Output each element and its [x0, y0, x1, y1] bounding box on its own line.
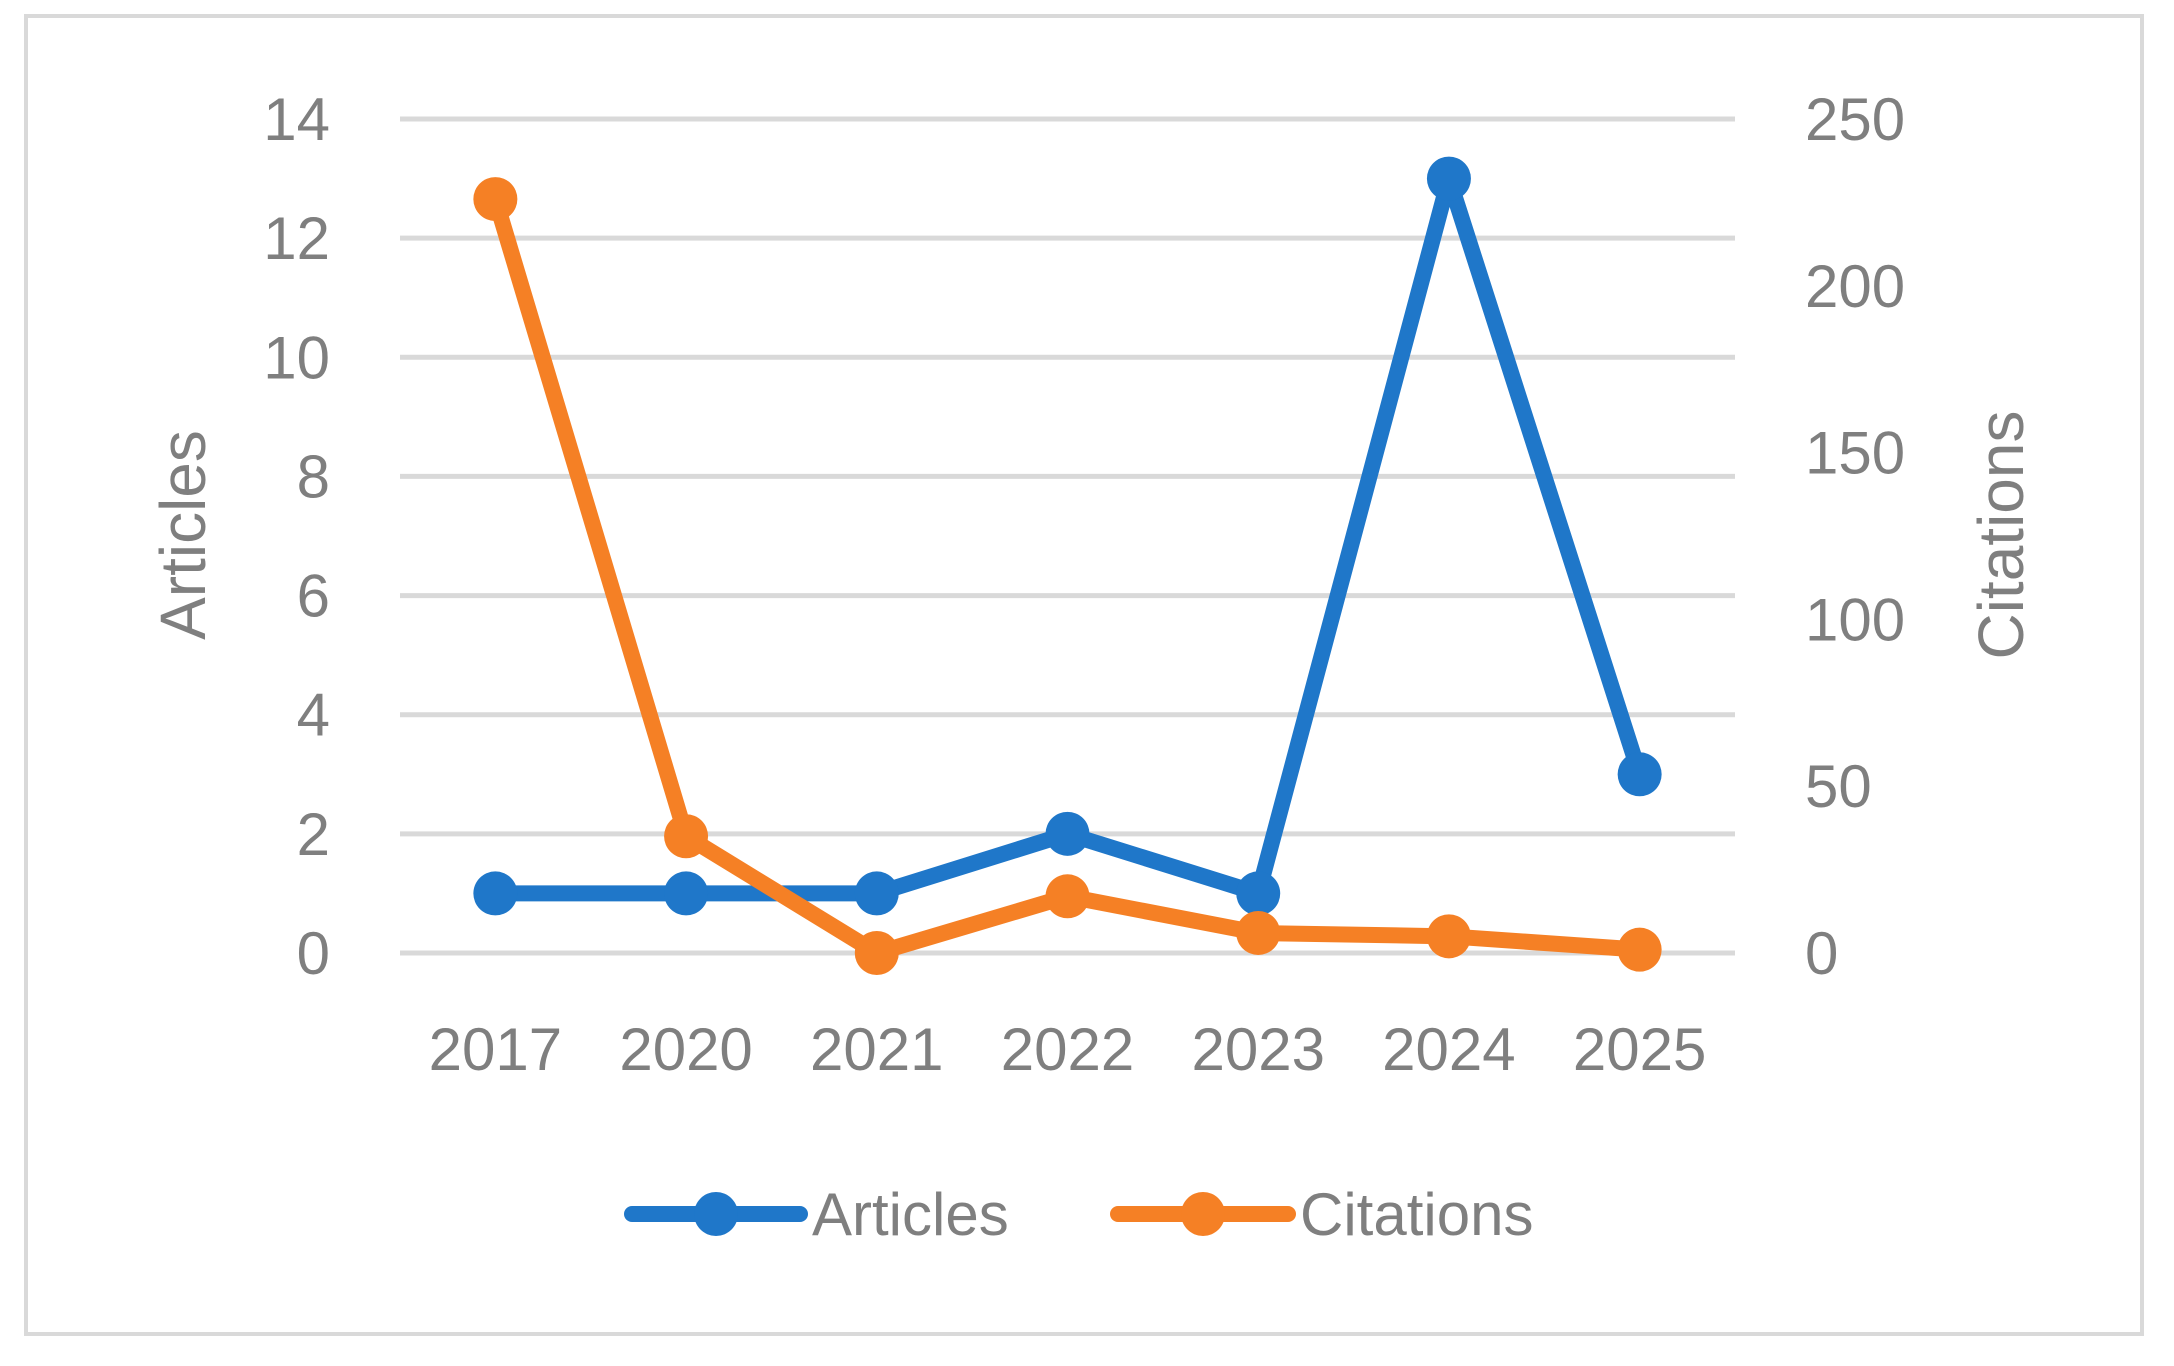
data-point-citations-2021[interactable] [854, 931, 899, 975]
left-axis-tick-labels: 0 2 4 6 8 10 12 14 [263, 86, 330, 987]
x-tick-label: 2020 [619, 1016, 752, 1083]
right-tick-label: 50 [1805, 753, 1872, 820]
series-articles [473, 156, 1662, 916]
data-point-articles-2024[interactable] [1426, 156, 1471, 201]
data-point-articles-2017[interactable] [473, 871, 518, 916]
left-tick-label: 0 [297, 920, 330, 987]
left-tick-label: 4 [297, 682, 330, 749]
chart-frame [24, 14, 2144, 1336]
right-tick-label: 100 [1805, 586, 1905, 653]
legend-label-citations: Citations [1300, 1181, 1533, 1248]
legend: Articles Citations [624, 1181, 1533, 1248]
right-tick-label: 250 [1805, 86, 1905, 153]
left-tick-label: 8 [297, 443, 330, 510]
right-tick-label: 150 [1805, 420, 1905, 487]
right-tick-label: 200 [1805, 253, 1905, 320]
x-axis-tick-labels: 2017 2020 2021 2022 2023 2024 2025 [429, 1016, 1707, 1083]
series-layer [473, 156, 1662, 975]
left-axis-title: Articles [147, 430, 219, 640]
data-point-citations-2020[interactable] [664, 814, 709, 859]
right-tick-label: 0 [1805, 920, 1838, 987]
legend-item-articles[interactable]: Articles [624, 1181, 1009, 1248]
left-tick-label: 10 [263, 324, 330, 391]
left-tick-label: 14 [263, 86, 330, 153]
x-tick-label: 2017 [429, 1016, 562, 1083]
data-point-citations-2024[interactable] [1426, 914, 1471, 959]
data-point-citations-2022[interactable] [1045, 874, 1090, 919]
data-point-articles-2020[interactable] [664, 871, 709, 916]
x-tick-label: 2022 [1001, 1016, 1134, 1083]
x-tick-label: 2024 [1382, 1016, 1515, 1083]
legend-item-citations[interactable]: Citations [1110, 1181, 1533, 1248]
legend-label-articles: Articles [812, 1181, 1009, 1248]
x-tick-label: 2021 [810, 1016, 943, 1083]
series-citations [473, 177, 1662, 975]
legend-swatch-marker-citations [1181, 1192, 1225, 1236]
data-point-articles-2021[interactable] [854, 871, 899, 916]
right-axis-title: Citations [1965, 411, 2037, 660]
data-point-articles-2025[interactable] [1617, 752, 1662, 797]
data-point-articles-2023[interactable] [1236, 871, 1281, 916]
data-point-citations-2017[interactable] [473, 177, 518, 222]
left-tick-label: 12 [263, 205, 330, 272]
left-tick-label: 6 [297, 563, 330, 630]
x-tick-label: 2025 [1573, 1016, 1706, 1083]
data-point-citations-2025[interactable] [1617, 927, 1662, 972]
x-tick-label: 2023 [1191, 1016, 1324, 1083]
data-point-articles-2022[interactable] [1045, 811, 1090, 856]
left-tick-label: 2 [297, 801, 330, 868]
data-point-citations-2023[interactable] [1236, 910, 1281, 955]
legend-swatch-marker-articles [694, 1192, 738, 1236]
right-axis-tick-labels: 0 50 100 150 200 250 [1805, 86, 1905, 987]
